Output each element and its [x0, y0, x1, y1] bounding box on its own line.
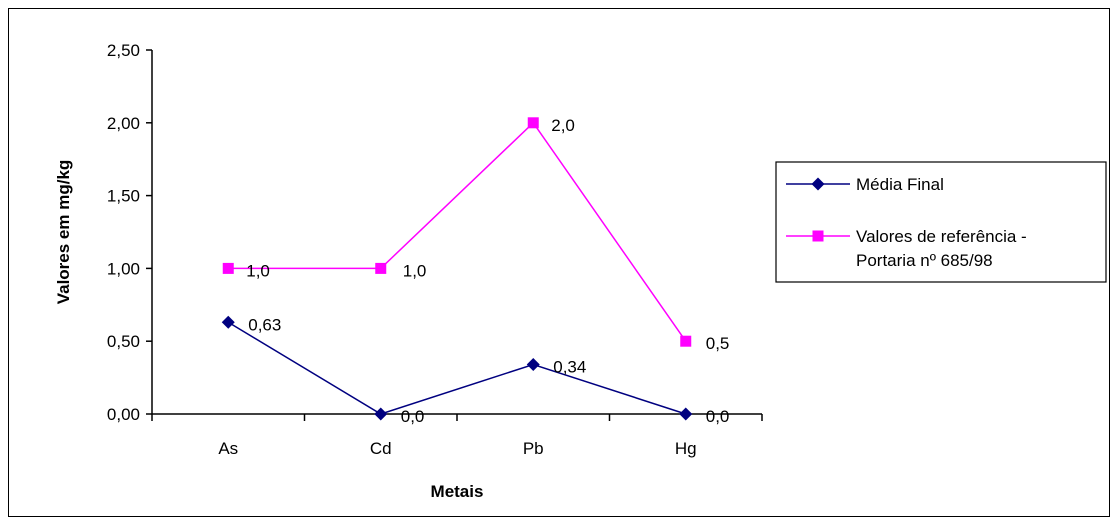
data-point: [679, 407, 693, 421]
series-2: 1,0 1,0 2,0 0,5: [222, 116, 730, 353]
y-tick-label: 2,00: [107, 114, 140, 133]
data-point: [375, 262, 387, 274]
data-label: 0,0: [401, 407, 425, 426]
data-label: 2,0: [551, 116, 575, 135]
legend: Média Final Valores de referência - Portar…: [775, 161, 1107, 283]
data-label: 0,63: [248, 315, 281, 334]
y-tick-label: 0,00: [107, 405, 140, 424]
legend-marker: [811, 177, 825, 191]
data-point: [222, 262, 234, 274]
series-line: [227, 321, 686, 415]
x-axis-title: Metais: [431, 482, 484, 501]
data-point: [680, 335, 692, 347]
data-point: [221, 315, 235, 329]
y-tick-label: 2,50: [107, 41, 140, 60]
data-point: [526, 357, 540, 371]
y-tick-label: 0,50: [107, 332, 140, 351]
y-tick-label: 1,50: [107, 187, 140, 206]
legend-label: Valores de referência -: [856, 227, 1027, 246]
y-tick-label: 1,00: [107, 259, 140, 278]
series-layer: 0,63 0,0 0,34 0,0 1,0 1,0 2,0 0,5: [221, 116, 730, 426]
data-point: [527, 117, 539, 129]
series-line: [228, 121, 687, 342]
y-axis-ticks: 0,00 0,50 1,00 1,50 2,00 2,50: [107, 41, 152, 424]
data-label: 1,0: [246, 261, 270, 280]
legend-marker: [812, 230, 824, 242]
data-point: [374, 407, 388, 421]
data-label: 0,0: [706, 407, 730, 426]
series-1: 0,63 0,0 0,34 0,0: [221, 315, 730, 426]
legend-label: Portaria nº 685/98: [856, 251, 993, 270]
x-tick-label: As: [218, 439, 238, 458]
x-tick-label: Pb: [523, 439, 544, 458]
x-tick-label: Cd: [370, 439, 392, 458]
y-axis-title: Valores em mg/kg: [54, 160, 73, 305]
data-label: 0,34: [553, 357, 586, 376]
x-tick-label: Hg: [675, 439, 697, 458]
data-label: 1,0: [403, 261, 427, 280]
legend-box: [775, 161, 1107, 283]
legend-label: Média Final: [856, 175, 944, 194]
x-axis-ticks: As Cd Pb Hg: [151, 414, 763, 458]
axes: [151, 50, 762, 415]
data-label: 0,5: [706, 334, 730, 353]
